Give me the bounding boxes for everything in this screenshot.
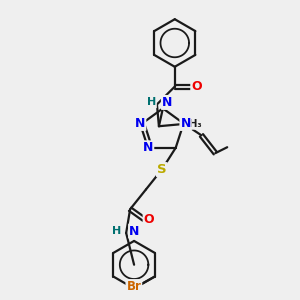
Text: N: N [180,117,191,130]
Text: O: O [144,213,154,226]
Text: CH₃: CH₃ [183,119,202,129]
Text: Br: Br [126,280,141,293]
Text: S: S [157,163,166,176]
Text: H: H [147,98,156,107]
Text: N: N [135,117,146,130]
Text: N: N [129,224,140,238]
Text: H: H [112,226,121,236]
Text: O: O [191,80,202,93]
Text: N: N [143,141,153,154]
Text: N: N [162,96,172,109]
